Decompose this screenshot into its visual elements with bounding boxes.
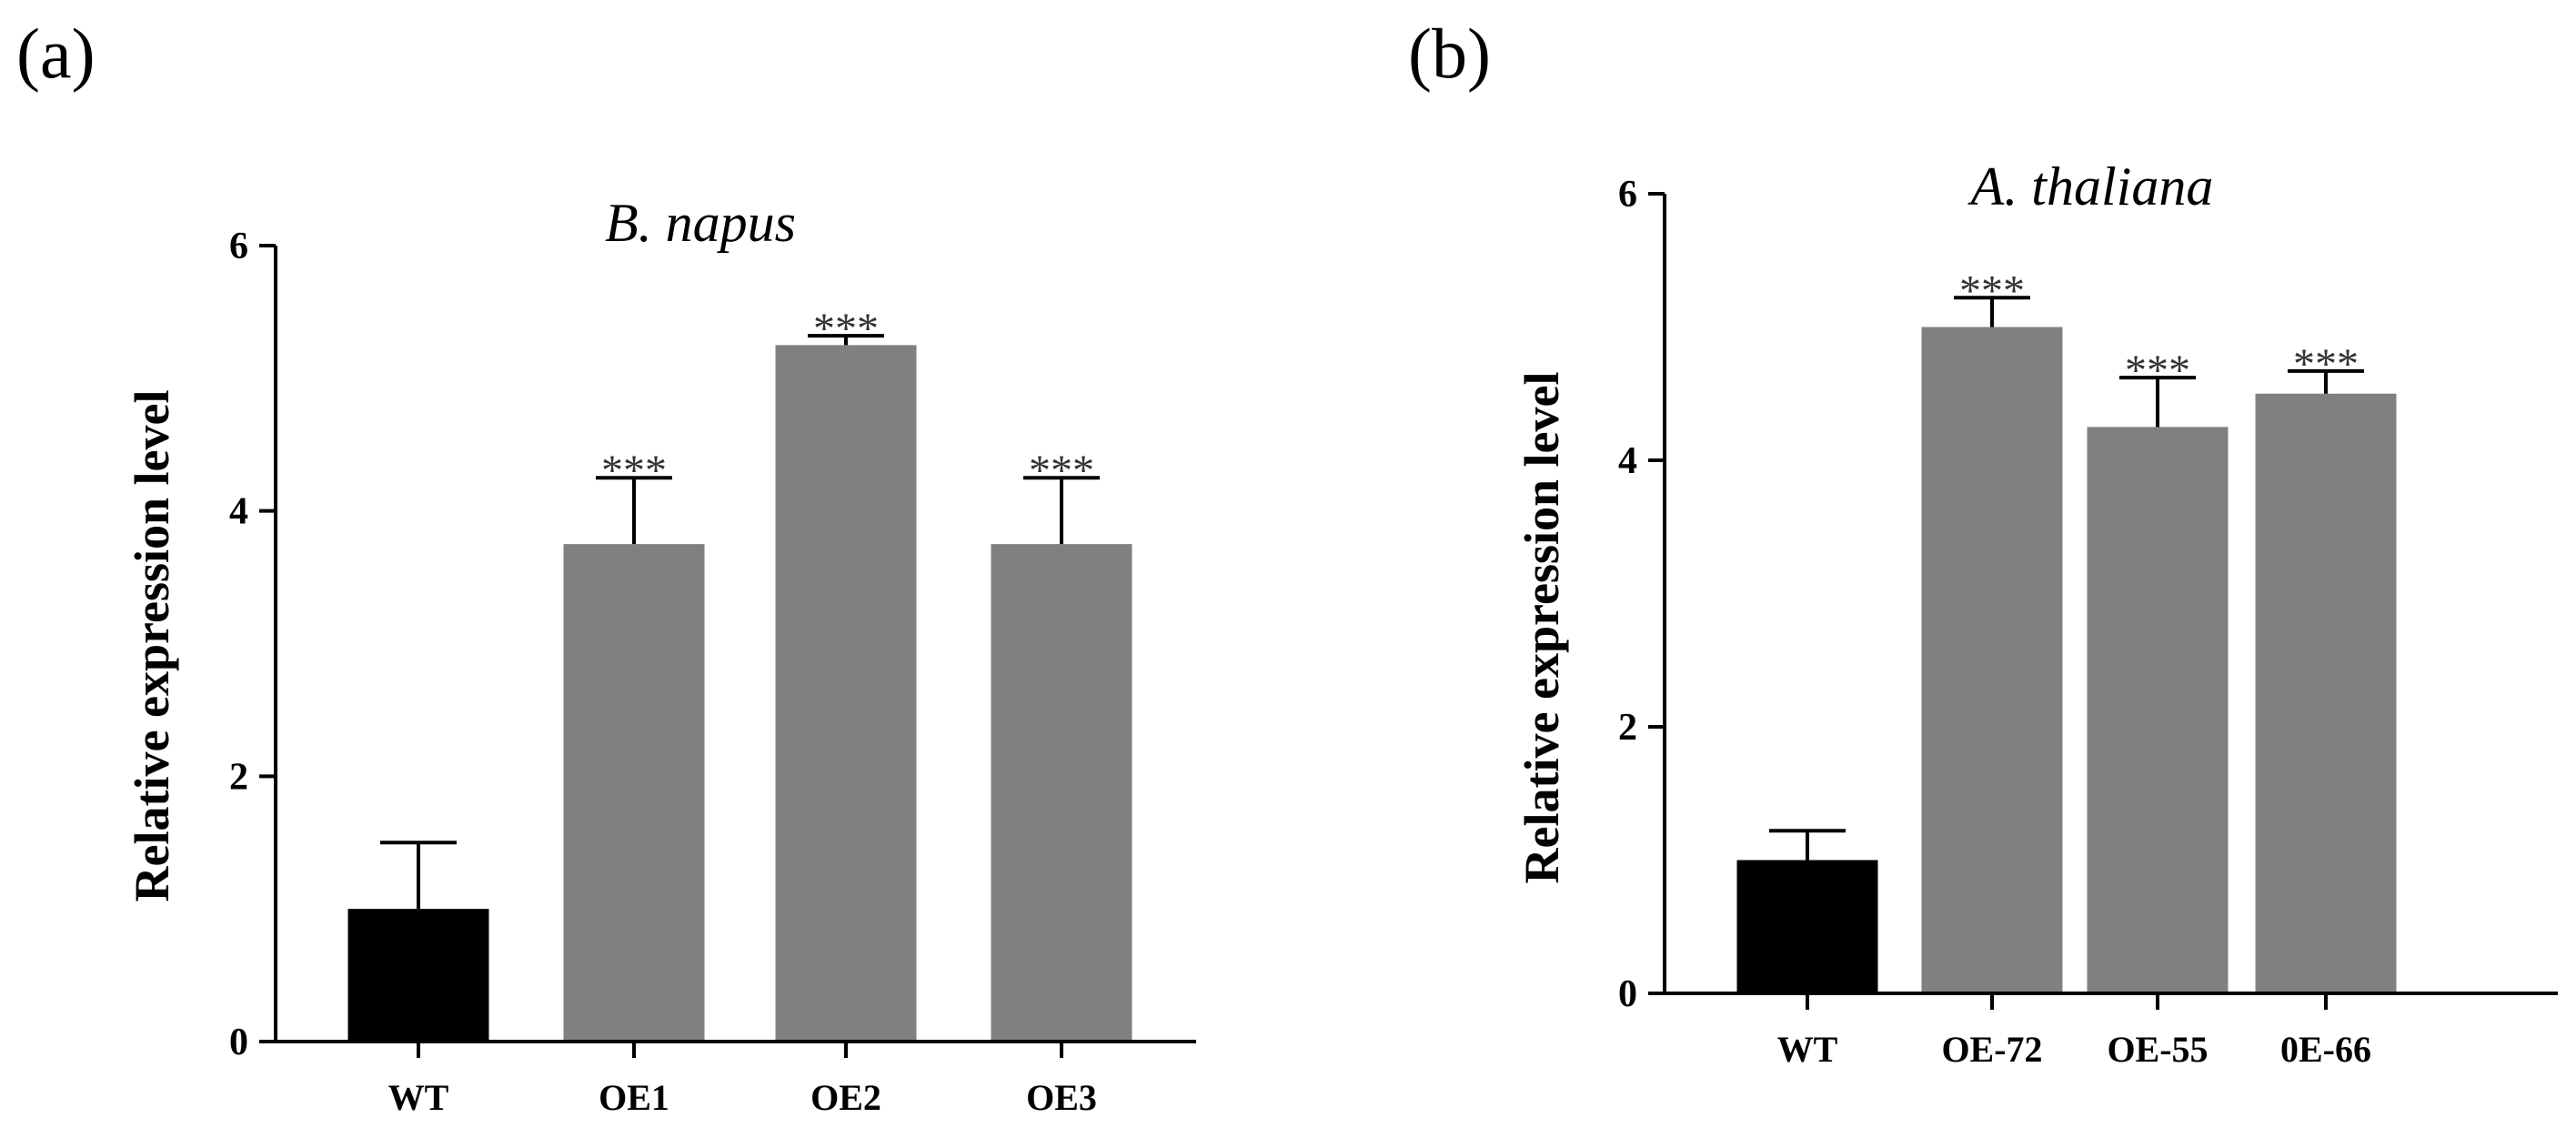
bar-b-2 <box>2087 427 2229 993</box>
y-tick-label-a: 6 <box>229 226 248 267</box>
y-tick-label-b: 0 <box>1618 973 1637 1015</box>
y-axis-label-a: Relative expression level <box>125 390 179 902</box>
significance-mark-b-3: *** <box>2293 340 2359 388</box>
bar-b-1 <box>1921 327 2063 993</box>
bar-a-0 <box>347 909 489 1042</box>
y-ticks-b: 0 2 4 6 <box>1618 174 1665 1015</box>
y-ticks-a: 0 2 4 6 <box>229 226 276 1063</box>
bar-b-0 <box>1736 860 1878 993</box>
chart-title-a: B. napus <box>605 193 796 253</box>
significance-mark-b-2: *** <box>2125 347 2190 395</box>
x-category-label-a-0: WT <box>388 1077 449 1118</box>
bar-a-3 <box>991 544 1132 1042</box>
y-axis-label-b: Relative expression level <box>1514 372 1569 884</box>
significance-mark-a-2: *** <box>813 305 879 353</box>
y-tick-label-b: 6 <box>1618 174 1637 216</box>
x-categories-b: WT OE-72 OE-55 0E-66 <box>1777 993 2371 1070</box>
panel-b: (b) A. thaliana Relative expression leve… <box>1408 14 2558 1070</box>
x-category-label-a-1: OE1 <box>599 1077 669 1118</box>
x-categories-a: WT OE1 OE2 OE3 <box>388 1042 1097 1118</box>
bar-b-3 <box>2255 393 2397 993</box>
bars-b: *** *** *** <box>1736 267 2397 993</box>
x-category-label-a-2: OE2 <box>810 1077 881 1118</box>
y-tick-label-b: 2 <box>1618 707 1637 749</box>
panel-a: (a) B. napus Relative expression level *… <box>16 14 1196 1118</box>
y-tick-label-b: 4 <box>1618 440 1637 482</box>
y-tick-label-a: 0 <box>229 1022 248 1063</box>
chart-title-b: A. thaliana <box>1967 156 2214 217</box>
x-category-label-a-3: OE3 <box>1026 1077 1097 1118</box>
panel-label-b: (b) <box>1408 14 1491 93</box>
significance-mark-b-1: *** <box>1959 267 2025 315</box>
bar-a-1 <box>563 544 705 1042</box>
significance-mark-a-1: *** <box>601 447 667 495</box>
panel-label-a: (a) <box>16 14 96 93</box>
y-tick-label-a: 2 <box>229 756 248 798</box>
bars-a: *** *** *** <box>347 305 1132 1042</box>
x-category-label-b-3: 0E-66 <box>2280 1029 2371 1070</box>
x-category-label-b-2: OE-55 <box>2107 1029 2208 1070</box>
y-tick-label-a: 4 <box>229 491 248 533</box>
bar-a-2 <box>775 345 917 1042</box>
x-category-label-b-1: OE-72 <box>1941 1029 2042 1070</box>
x-category-label-b-0: WT <box>1777 1029 1838 1070</box>
significance-mark-a-3: *** <box>1029 447 1094 495</box>
